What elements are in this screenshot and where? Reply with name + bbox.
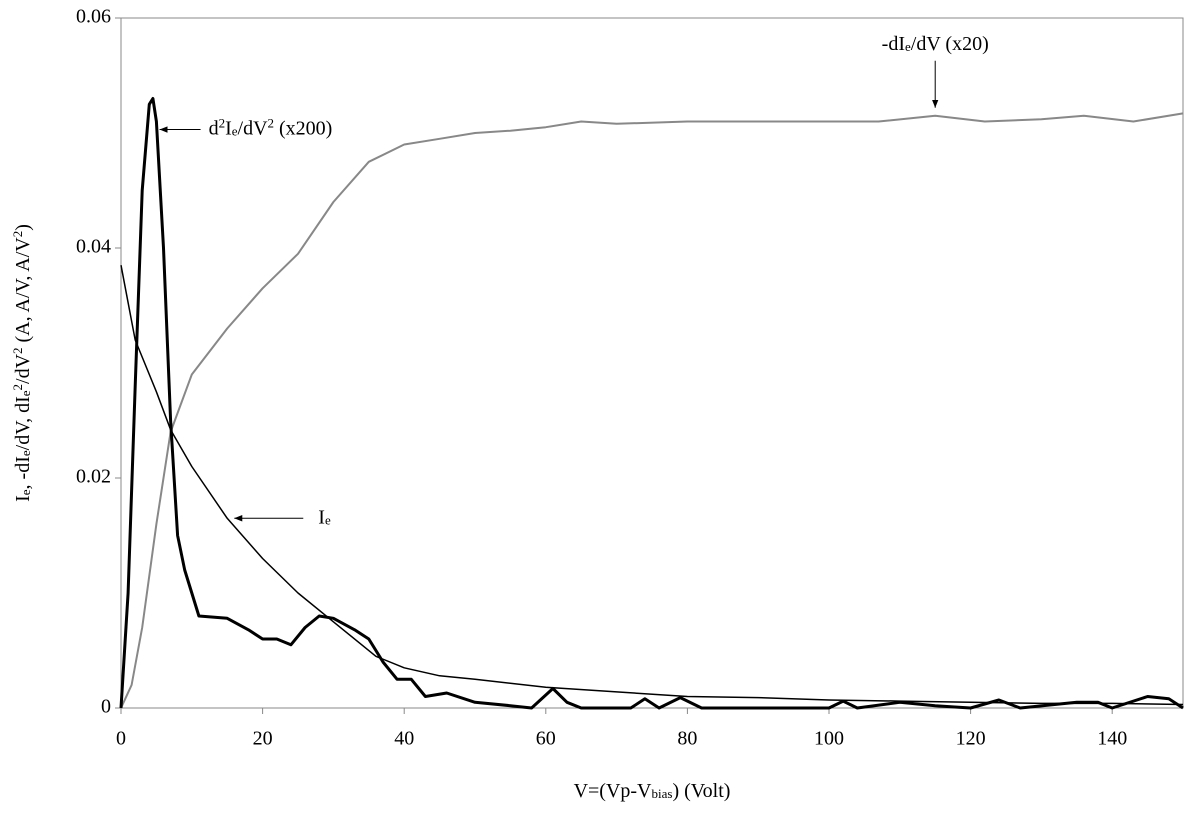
- text-part: (A, A/V, A/V: [12, 237, 34, 348]
- text-part: e: [18, 489, 33, 495]
- text-part: e: [905, 39, 911, 54]
- x-axis-label: V=(Vp-Vbias) (Volt): [574, 780, 731, 802]
- y-tick-label: 0: [101, 696, 111, 718]
- text-part: ) (Volt): [672, 780, 730, 802]
- text-part: bias: [652, 786, 673, 801]
- text-part: e: [325, 512, 331, 527]
- x-tick-label: 100: [814, 728, 844, 750]
- text-part: /dV: [238, 117, 269, 139]
- text-part: (x200): [274, 117, 332, 139]
- text-part: e: [18, 450, 33, 456]
- text-part: 2: [268, 115, 275, 130]
- text-part: I: [12, 495, 34, 502]
- series-line: [120, 265, 1184, 706]
- y-tick-label: 0.06: [76, 6, 111, 28]
- x-tick-label: 60: [536, 728, 556, 750]
- series-line: [119, 97, 1184, 710]
- annotation: -dIe/dV (x20): [882, 32, 989, 54]
- text-part: /dV (x20): [911, 32, 989, 54]
- y-axis-label: Ie, -dIe/dV, dIe2/dV2 (A, A/V, A/V2): [10, 224, 34, 502]
- x-tick-label: 120: [956, 728, 986, 750]
- text-part: 2: [10, 384, 25, 391]
- text-part: /dV: [12, 353, 34, 384]
- text-part: ): [12, 224, 34, 231]
- text-part: -dI: [882, 32, 905, 54]
- text-part: 2: [10, 347, 25, 354]
- series-line: [120, 112, 1184, 709]
- text-part: 2: [219, 115, 226, 130]
- text-part: /dV, dI: [12, 396, 34, 450]
- plot-frame: [120, 17, 1184, 709]
- text-part: e: [18, 390, 33, 396]
- x-tick-label: 140: [1097, 728, 1127, 750]
- x-tick-label: 40: [394, 728, 414, 750]
- x-tick-label: 80: [677, 728, 697, 750]
- annotation: Ie: [318, 506, 331, 528]
- annotation: d2Ie/dV2 (x200): [209, 115, 333, 139]
- x-tick-label: 0: [116, 728, 126, 750]
- text-part: e: [232, 124, 238, 139]
- text-part: , -dI: [12, 456, 34, 489]
- y-tick-label: 0.02: [76, 466, 111, 488]
- text-part: I: [318, 506, 325, 528]
- text-part: 2: [10, 231, 25, 238]
- text-part: d: [209, 117, 219, 139]
- x-tick-label: 20: [253, 728, 273, 750]
- y-tick-label: 0.04: [76, 236, 111, 258]
- text-part: V=(Vp-V: [574, 780, 652, 802]
- text-part: I: [225, 117, 232, 139]
